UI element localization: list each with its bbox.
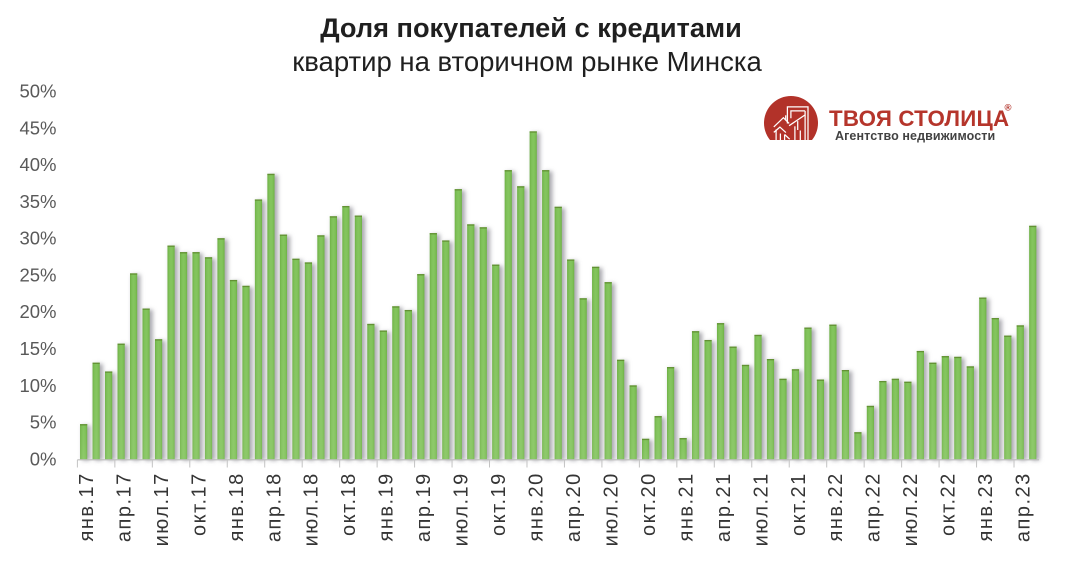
svg-text:апр.19: апр.19 [413,472,435,542]
svg-text:окт.19: окт.19 [488,472,510,536]
svg-text:квартир на вторичном рынке Мин: квартир на вторичном рынке Минска [292,46,762,77]
svg-text:®: ® [1005,103,1012,114]
svg-text:15%: 15% [19,338,56,359]
svg-text:ТВОЯ СТОЛИЦА: ТВОЯ СТОЛИЦА [829,106,1009,131]
svg-text:Агентство недвижимости: Агентство недвижимости [835,129,995,143]
svg-text:янв.18: янв.18 [226,472,248,541]
svg-text:апр.23: апр.23 [1013,472,1035,542]
svg-text:янв.21: янв.21 [675,472,697,541]
svg-text:Доля покупателей с кредитами: Доля покупателей с кредитами [320,12,742,43]
svg-text:янв.22: янв.22 [825,472,847,541]
svg-text:10%: 10% [19,375,56,396]
svg-text:20%: 20% [19,301,56,322]
svg-text:окт.20: окт.20 [638,472,660,536]
svg-text:окт.21: окт.21 [788,472,810,536]
svg-text:30%: 30% [19,228,56,249]
svg-text:апр.20: апр.20 [563,472,585,542]
svg-text:янв.23: янв.23 [975,472,997,541]
svg-text:окт.18: окт.18 [338,472,360,536]
svg-text:40%: 40% [19,154,56,175]
svg-text:янв.20: янв.20 [526,472,548,541]
svg-text:5%: 5% [30,412,57,433]
svg-text:янв.19: янв.19 [376,472,398,541]
svg-text:окт.17: окт.17 [188,472,210,536]
svg-text:апр.18: апр.18 [263,472,285,542]
svg-text:апр.21: апр.21 [713,472,735,542]
svg-text:50%: 50% [19,81,56,102]
svg-text:апр.17: апр.17 [113,472,135,542]
svg-text:апр.22: апр.22 [863,472,885,542]
svg-text:июл.20: июл.20 [600,472,622,546]
svg-text:окт.22: окт.22 [938,472,960,536]
svg-text:0%: 0% [30,448,57,469]
svg-text:июл.22: июл.22 [900,472,922,546]
svg-text:июл.19: июл.19 [451,472,473,546]
svg-text:45%: 45% [19,117,56,138]
svg-text:июл.18: июл.18 [301,472,323,546]
svg-text:июл.17: июл.17 [151,472,173,546]
svg-text:янв.17: янв.17 [76,472,98,541]
svg-text:июл.21: июл.21 [750,472,772,546]
svg-text:25%: 25% [19,264,56,285]
svg-text:35%: 35% [19,191,56,212]
